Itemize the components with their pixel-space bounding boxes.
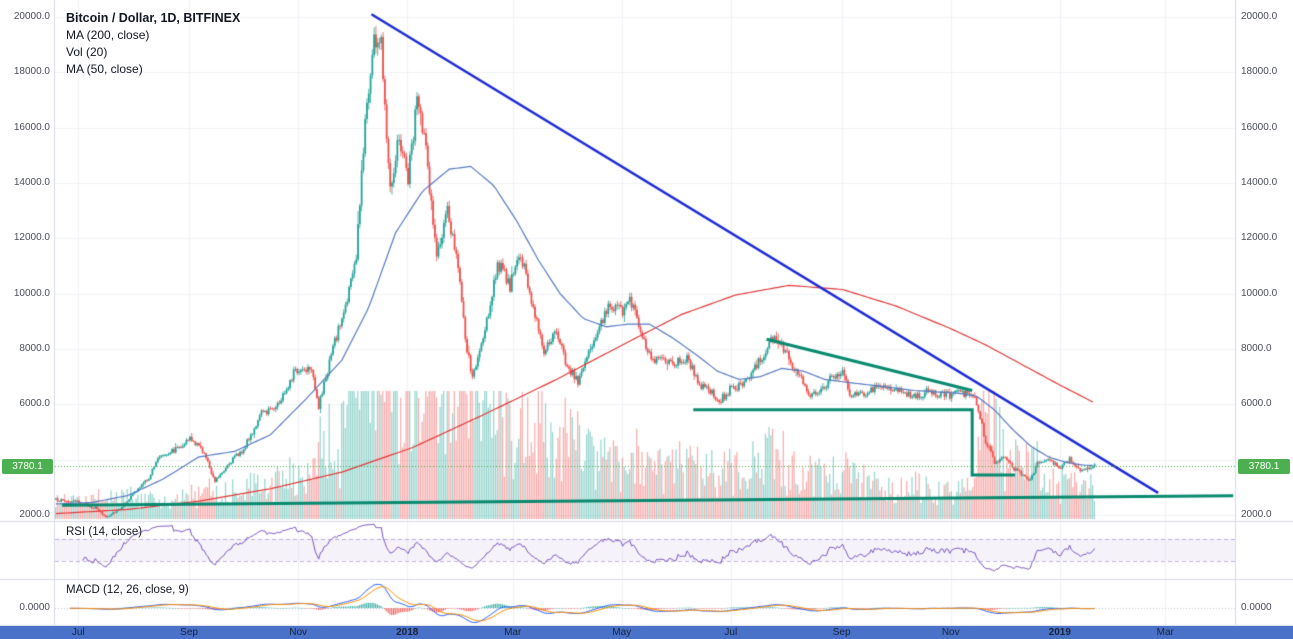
- time-axis-label[interactable]: 2018: [396, 627, 419, 638]
- last-price-badge-right: 3780.1: [1238, 458, 1290, 474]
- price-axis-label: 16000.0: [1241, 121, 1278, 133]
- time-axis[interactable]: Jul Sep Nov 2018 Mar May Jul Sep Nov 2019 Mar: [0, 626, 1293, 639]
- price-axis-label: 20000.0: [13, 11, 50, 22]
- chart-legend: Bitcoin / Dollar, 1D, BITFINEX MA (200, …: [66, 10, 240, 78]
- time-axis-label[interactable]: Jul: [71, 627, 85, 638]
- price-axis-right[interactable]: 20000.0 18000.0 16000.0 14000.0 12000.0 10000…: [1235, 0, 1293, 626]
- last-price-badge-left: 3780.1: [2, 458, 53, 474]
- time-axis-label[interactable]: Mar: [1156, 627, 1174, 638]
- price-axis-label: 16000.0: [13, 121, 50, 133]
- price-axis-label: 20000.0: [1241, 11, 1278, 22]
- time-axis-label[interactable]: Mar: [504, 627, 522, 638]
- macd-zero-label-right: 0.0000: [1241, 602, 1272, 614]
- time-axis-label[interactable]: Nov: [289, 627, 308, 638]
- price-axis-label: 18000.0: [13, 66, 50, 78]
- time-axis-label[interactable]: Sep: [832, 627, 851, 638]
- time-axis-label[interactable]: Jul: [724, 627, 738, 638]
- price-axis-label: 10000.0: [13, 287, 50, 299]
- price-axis-label: 8000.0: [1241, 343, 1272, 354]
- indicator-ma50-label[interactable]: MA (50, close): [66, 62, 143, 76]
- time-axis-label[interactable]: Nov: [941, 627, 960, 638]
- price-axis-label: 12000.0: [1241, 232, 1278, 244]
- price-axis-left[interactable]: 20000.0 18000.0 16000.0 14000.0 12000.0 10000…: [0, 0, 55, 626]
- indicator-vol-label[interactable]: Vol (20): [66, 45, 108, 59]
- macd-zero-label-left: 0.0000: [19, 602, 50, 614]
- time-axis-label[interactable]: 2019: [1048, 627, 1071, 638]
- price-axis-label: 10000.0: [1241, 287, 1278, 299]
- macd-legend[interactable]: MACD (12, 26, close, 9): [66, 584, 189, 596]
- price-axis-label: 12000.0: [13, 232, 50, 244]
- price-axis-label: 2000.0: [1241, 509, 1272, 520]
- price-axis-label: 6000.0: [19, 398, 50, 410]
- indicator-ma200-label[interactable]: MA (200, close): [66, 28, 150, 42]
- time-axis-label[interactable]: Sep: [180, 627, 198, 638]
- time-axis-label[interactable]: May: [612, 627, 632, 638]
- price-axis-label: 8000.0: [19, 343, 50, 354]
- price-axis-label: 14000.0: [13, 177, 50, 188]
- rsi-legend[interactable]: RSI (14, close): [66, 526, 143, 538]
- symbol-title[interactable]: Bitcoin / Dollar, 1D, BITFINEX: [66, 11, 241, 25]
- price-axis-label: 18000.0: [1241, 66, 1278, 78]
- price-axis-label: 2000.0: [19, 509, 50, 520]
- price-axis-label: 6000.0: [1241, 398, 1272, 410]
- price-axis-label: 14000.0: [1241, 177, 1278, 188]
